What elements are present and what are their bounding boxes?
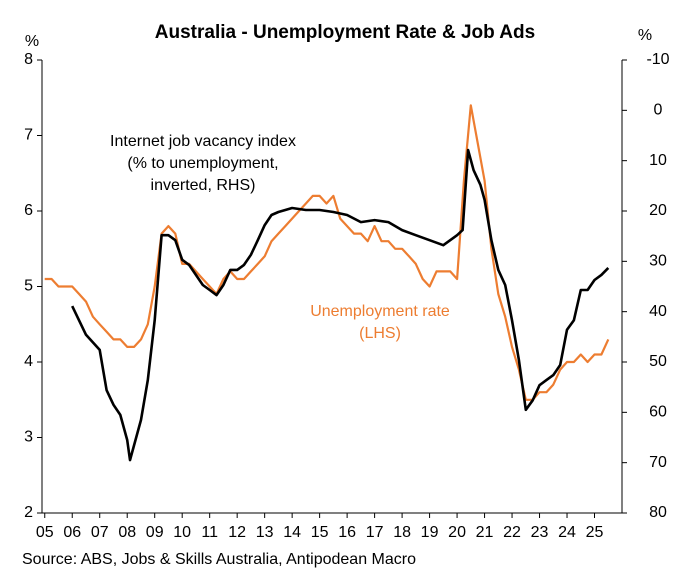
y-tick-label: 8 — [24, 51, 33, 68]
y-tick-label: 7 — [24, 127, 33, 144]
series-label: (LHS) — [359, 325, 401, 342]
x-tick-label: 18 — [393, 524, 411, 541]
source: Source: ABS, Jobs & Skills Australia, An… — [22, 551, 416, 568]
y2-tick-label: 10 — [649, 152, 667, 169]
x-tick-label: 08 — [118, 524, 136, 541]
x-tick-label: 06 — [63, 524, 81, 541]
x-tick-label: 09 — [146, 524, 164, 541]
y-tick-label: 2 — [24, 504, 33, 521]
y2-tick-label: 60 — [649, 404, 667, 421]
x-tick-label: 12 — [228, 524, 246, 541]
x-tick-label: 23 — [531, 524, 549, 541]
x-tick-label: 13 — [256, 524, 274, 541]
x-tick-label: 22 — [503, 524, 521, 541]
y2-tick-label: 70 — [649, 454, 667, 471]
x-tick-label: 25 — [586, 524, 604, 541]
x-tick-label: 07 — [91, 524, 109, 541]
y2-tick-label: 80 — [649, 504, 667, 521]
x-tick-label: 21 — [476, 524, 494, 541]
x-tick-label: 10 — [173, 524, 191, 541]
series-label: (% to unemployment, — [127, 155, 278, 172]
x-tick-label: 20 — [448, 524, 466, 541]
y-tick-label: 5 — [24, 278, 33, 295]
x-tick-label: 19 — [421, 524, 439, 541]
x-tick-label: 15 — [311, 524, 329, 541]
x-tick-label: 24 — [558, 524, 576, 541]
series-label: Unemployment rate — [310, 303, 450, 320]
y2-tick-label: 0 — [654, 102, 663, 119]
chart-title: Australia - Unemployment Rate & Job Ads — [155, 22, 535, 43]
y-tick-label: 4 — [24, 353, 33, 370]
y2-tick-label: 40 — [649, 303, 667, 320]
y-tick-label: 3 — [24, 429, 33, 446]
y2-tick-label: -10 — [646, 51, 669, 68]
y2-axis-label: % — [638, 27, 652, 44]
y-tick-label: 6 — [24, 202, 33, 219]
y2-tick-label: 50 — [649, 353, 667, 370]
series-line — [71, 148, 610, 462]
series-line — [44, 104, 610, 401]
x-tick-label: 14 — [283, 524, 301, 541]
x-tick-label: 05 — [36, 524, 54, 541]
y-axis-label: % — [25, 33, 39, 50]
x-tick-label: 17 — [366, 524, 384, 541]
y2-tick-label: 30 — [649, 253, 667, 270]
y2-tick-label: 20 — [649, 202, 667, 219]
x-tick-label: 11 — [201, 524, 218, 541]
x-tick-label: 16 — [338, 524, 356, 541]
series-label: inverted, RHS) — [151, 177, 256, 194]
series-label: Internet job vacancy index — [110, 133, 296, 150]
